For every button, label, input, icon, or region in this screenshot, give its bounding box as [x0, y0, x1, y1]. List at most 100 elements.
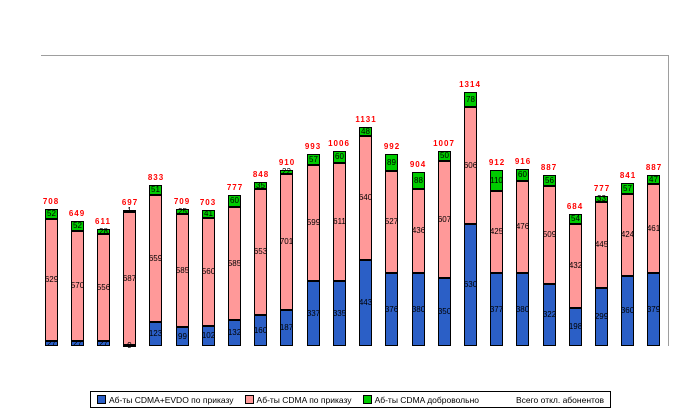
segment-cdma-prikaz: 640 [359, 136, 372, 260]
legend-label: Аб-ты CDMA добровольно [374, 394, 479, 405]
bar-total-label: 709 [173, 197, 191, 206]
bar-group-20: 56 509 322 [543, 175, 556, 346]
segment-cdma-evdo-prikaz: 102 [202, 326, 215, 346]
segment-value-label: 653 [253, 247, 268, 256]
segment-value-label: 50 [440, 151, 449, 160]
segment-value-label: 376 [384, 304, 399, 314]
segment-cdma-prikaz: 425 [490, 191, 503, 273]
plot-area: 52 629 27 708 52 570 27 649 28 556 27 611 1 687 9 697 51… [41, 55, 669, 350]
segment-cdma-prikaz: 476 [516, 181, 529, 273]
segment-cdma-voluntary: 110 [490, 170, 503, 191]
bar-total-label: 992 [383, 142, 401, 151]
segment-cdma-prikaz: 585 [176, 214, 189, 327]
segment-cdma-voluntary: 57 [307, 154, 320, 165]
segment-value-label: 198 [568, 322, 583, 331]
segment-cdma-voluntary: 89 [385, 154, 398, 171]
segment-cdma-voluntary: 60 [228, 195, 241, 207]
segment-value-label: 99 [178, 331, 187, 341]
bar-group-16: 50 607 350 [438, 151, 451, 346]
segment-value-label: 60 [518, 170, 527, 179]
segment-cdma-evdo-prikaz: 360 [621, 276, 634, 346]
bar-total-label: 887 [645, 163, 663, 172]
bar-group-14: 89 527 376 [385, 154, 398, 346]
legend: Аб-ты CDMA+EVDO по приказу Аб-ты CDMA по… [90, 391, 611, 408]
segment-value-label: 607 [437, 214, 452, 224]
segment-cdma-voluntary: 52 [45, 209, 58, 219]
segment-value-label: 527 [384, 217, 399, 226]
segment-value-label: 27 [73, 338, 82, 348]
bar-total-label: 697 [121, 198, 139, 207]
segment-value-label: 436 [411, 226, 426, 235]
bar-group-19: 60 476 380 [516, 169, 529, 346]
bar-group-24: 47 461 379 [647, 175, 660, 346]
segment-cdma-prikaz: 585 [228, 207, 241, 320]
segment-value-label: 585 [175, 265, 190, 275]
bar-group-6: 25 585 99 [176, 207, 189, 346]
segment-value-label: 56 [545, 175, 554, 185]
bar-group-12: 60 611 335 [333, 151, 346, 346]
segment-cdma-voluntary: 48 [359, 127, 372, 136]
segment-value-label: 78 [466, 94, 475, 104]
segment-value-label: 27 [47, 338, 56, 348]
segment-value-label: 360 [620, 306, 635, 315]
segment-value-label: 57 [309, 154, 318, 164]
bar-group-17: 78 606 630 [464, 92, 477, 346]
segment-cdma-prikaz: 556 [97, 234, 110, 341]
segment-cdma-evdo-prikaz: 27 [97, 338, 110, 348]
segment-value-label: 187 [279, 323, 294, 332]
legend-swatch-pink [244, 395, 254, 404]
bar-group-1: 52 629 27 [45, 209, 58, 348]
segment-cdma-evdo-prikaz: 123 [149, 322, 162, 346]
legend-swatch-green [362, 395, 372, 404]
segment-value-label: 606 [463, 160, 478, 170]
segment-cdma-prikaz: 611 [333, 163, 346, 281]
bar-total-label: 777 [593, 184, 611, 193]
segment-cdma-prikaz: 659 [149, 195, 162, 322]
segment-value-label: 60 [230, 196, 239, 205]
segment-value-label: 380 [411, 304, 426, 314]
bar-total-label: 833 [147, 173, 165, 182]
segment-value-label: 102 [201, 331, 216, 340]
legend-label: Всего откл. абонентов [516, 394, 605, 405]
bar-group-7: 41 560 102 [202, 210, 215, 346]
bar-group-10: 22 701 187 [279, 168, 294, 346]
bar-group-11: 57 599 337 [307, 154, 320, 346]
segment-value-label: 687 [122, 273, 137, 283]
segment-cdma-voluntary: 41 [202, 210, 215, 218]
segment-cdma-evdo-prikaz: 198 [569, 308, 582, 346]
segment-cdma-evdo-prikaz: 160 [254, 315, 267, 346]
bar-total-label: 703 [199, 198, 217, 207]
segment-cdma-voluntary: 47 [647, 175, 660, 184]
segment-cdma-evdo-prikaz: 443 [359, 260, 372, 346]
segment-value-label: 432 [568, 261, 583, 270]
segment-cdma-evdo-prikaz: 335 [333, 281, 346, 346]
segment-cdma-evdo-prikaz: 350 [438, 278, 451, 346]
segment-cdma-prikaz: 461 [647, 184, 660, 273]
segment-cdma-prikaz: 432 [569, 224, 582, 308]
segment-cdma-evdo-prikaz: 337 [307, 281, 320, 346]
segment-value-label: 640 [358, 193, 373, 202]
segment-value-label: 88 [414, 175, 423, 185]
segment-cdma-evdo-prikaz: 99 [176, 327, 189, 346]
bar-total-label: 1006 [328, 139, 350, 148]
legend-item-cdma-prikaz: Аб-ты CDMA по приказу [244, 395, 352, 405]
segment-value-label: 560 [201, 267, 216, 276]
bar-total-label: 887 [540, 163, 558, 172]
segment-value-label: 377 [489, 304, 504, 314]
segment-value-label: 52 [47, 209, 56, 218]
segment-cdma-evdo-prikaz: 27 [45, 338, 58, 348]
segment-value-label: 322 [542, 310, 557, 319]
legend-item-cdma-evdo-prikaz: Аб-ты CDMA+EVDO по приказу [97, 395, 234, 405]
segment-value-label: 659 [148, 253, 163, 263]
segment-cdma-prikaz: 599 [307, 165, 320, 281]
segment-value-label: 509 [542, 230, 557, 239]
segment-cdma-prikaz: 653 [254, 189, 267, 315]
segment-value-label: 27 [99, 338, 108, 348]
segment-cdma-voluntary: 88 [412, 172, 425, 189]
segment-value-label: 443 [358, 298, 373, 307]
bar-total-label: 904 [409, 160, 427, 169]
segment-cdma-prikaz: 607 [438, 161, 451, 278]
segment-value-label: 585 [227, 258, 242, 268]
bar-total-label: 910 [278, 158, 296, 167]
